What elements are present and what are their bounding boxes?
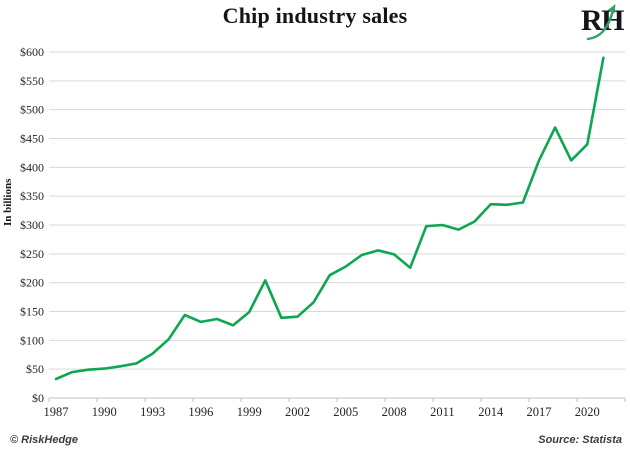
y-tick-label: $100 — [20, 333, 44, 347]
y-tick-label: $500 — [20, 103, 44, 117]
source-text: Source: Statista — [538, 434, 622, 446]
x-tick-label: 1996 — [188, 405, 213, 419]
y-tick-label: $50 — [26, 362, 44, 376]
y-tick-label: $450 — [20, 132, 44, 146]
y-tick-label: $250 — [20, 247, 44, 261]
x-tick-label: 2005 — [333, 405, 358, 419]
x-tick-label: 1999 — [237, 405, 262, 419]
y-tick-label: $150 — [20, 305, 44, 319]
x-tick-label: 2011 — [430, 405, 455, 419]
copyright-text: © RiskHedge — [10, 434, 79, 446]
x-tick-label: 2020 — [575, 405, 600, 419]
y-tick-label: $600 — [20, 45, 44, 59]
x-tick-label: 1987 — [44, 405, 69, 419]
y-tick-label: $200 — [20, 276, 44, 290]
riskhedge-logo: RH — [581, 2, 625, 46]
chart-footer: © RiskHedge Source: Statista — [0, 431, 630, 451]
y-tick-label: $0 — [32, 391, 44, 405]
x-tick-label: 2008 — [382, 405, 407, 419]
x-tick-label: 1990 — [92, 405, 117, 419]
x-tick-label: 2017 — [527, 405, 552, 419]
y-tick-label: $300 — [20, 218, 44, 232]
y-tick-label: $550 — [20, 74, 44, 88]
y-tick-label: $400 — [20, 160, 44, 174]
sales-line-series — [54, 56, 605, 381]
y-tick-label: $350 — [20, 189, 44, 203]
x-tick-label: 2014 — [478, 405, 504, 419]
growth-arrow-icon — [586, 4, 616, 41]
x-tick-label: 2002 — [285, 405, 310, 419]
page-title: Chip industry sales — [222, 3, 408, 28]
x-tick-label: 1993 — [140, 405, 165, 419]
